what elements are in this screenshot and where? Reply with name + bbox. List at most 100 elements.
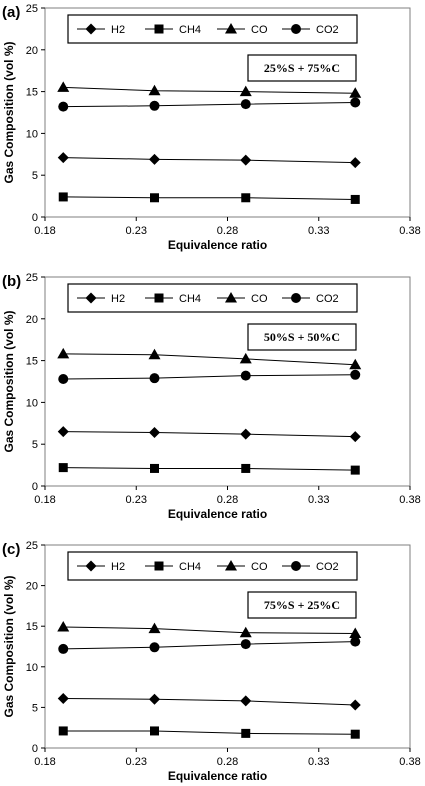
data-point-ch4 xyxy=(350,729,360,739)
series-line-co2 xyxy=(63,374,356,380)
legend-label-co: CO xyxy=(251,561,268,573)
x-tick-label: 0.23 xyxy=(126,225,147,237)
y-tick-label: 0 xyxy=(32,743,38,755)
y-tick-label: 10 xyxy=(26,662,38,674)
data-point-co xyxy=(57,81,70,92)
data-point-ch4 xyxy=(241,463,251,473)
x-tick-label: 0.33 xyxy=(308,494,329,506)
annotation-box xyxy=(247,323,357,351)
data-point-co xyxy=(349,627,362,639)
legend-label-h2: H2 xyxy=(111,561,125,573)
data-point-co xyxy=(148,84,161,96)
y-tick-label: 20 xyxy=(26,45,38,57)
legend-marker-h2 xyxy=(85,560,97,572)
y-tick-label: 0 xyxy=(32,481,38,493)
legend-label-ch4: CH4 xyxy=(179,293,201,305)
series-line-h2 xyxy=(63,431,356,438)
legend-marker-co2 xyxy=(291,293,301,303)
legend-label-h2: H2 xyxy=(111,293,125,305)
legend-marker-ch4 xyxy=(154,293,164,303)
series-line-ch4 xyxy=(63,196,356,200)
data-point-co2 xyxy=(240,99,251,110)
data-point-h2 xyxy=(149,153,160,165)
panel-label: (a) xyxy=(2,4,20,21)
chart-panel-c: (c) 0 5 10 15 20 25 0.18 0.23 0.28 0.33 0.38 Equival… xyxy=(2,540,421,783)
y-tick-label: 5 xyxy=(32,170,38,182)
y-axis-title: Gas Composition (vol %) xyxy=(2,310,16,452)
legend-label-ch4: CH4 xyxy=(179,561,201,573)
y-tick-label: 25 xyxy=(26,540,38,552)
legend-marker-co2 xyxy=(291,561,301,571)
data-point-co xyxy=(148,622,161,634)
data-point-co xyxy=(349,358,362,370)
data-point-co2 xyxy=(350,97,361,108)
series-line-h2 xyxy=(63,697,356,706)
x-tick-label: 0.33 xyxy=(308,225,329,237)
annotation-box xyxy=(247,591,357,619)
x-tick-label: 0.28 xyxy=(217,756,238,768)
legend-marker-co xyxy=(225,23,237,34)
legend-marker-co2 xyxy=(291,24,301,34)
y-tick-label: 20 xyxy=(26,314,38,326)
data-point-co2 xyxy=(149,373,160,384)
data-point-co2 xyxy=(58,101,69,112)
y-tick-label: 25 xyxy=(26,3,38,15)
data-point-h2 xyxy=(349,699,361,711)
legend-label-co: CO xyxy=(251,293,268,305)
y-tick-label: 15 xyxy=(26,356,38,368)
x-axis-title: Equivalence ratio xyxy=(168,769,267,783)
series-line-h2 xyxy=(63,157,356,164)
legend-marker-co xyxy=(225,560,237,571)
legend-label-co2: CO2 xyxy=(316,24,339,36)
data-point-h2 xyxy=(57,426,69,438)
y-axis-title: Gas Composition (vol %) xyxy=(2,575,16,717)
data-point-co2 xyxy=(58,643,69,654)
chart-panel-a: (a) 0 5 10 15 20 25 0.18 0.23 0.28 0.33 0.38 Equival… xyxy=(2,3,421,252)
data-point-co xyxy=(349,87,362,98)
data-point-h2 xyxy=(240,154,252,166)
x-tick-label: 0.23 xyxy=(126,756,147,768)
x-tick-label: 0.18 xyxy=(34,494,55,506)
x-tick-label: 0.28 xyxy=(217,494,238,506)
x-axis-title: Equivalence ratio xyxy=(168,238,267,252)
data-point-ch4 xyxy=(350,465,360,475)
series-line-co xyxy=(63,626,356,635)
data-point-co2 xyxy=(58,373,69,384)
data-point-h2 xyxy=(149,693,160,705)
series-line-ch4 xyxy=(63,467,356,471)
panel-label: (b) xyxy=(2,273,21,290)
data-point-co2 xyxy=(240,370,251,381)
legend-label-h2: H2 xyxy=(111,24,125,36)
legend-marker-ch4 xyxy=(154,561,164,571)
annotation-text: 25%S + 75%C xyxy=(264,61,340,75)
legend-marker-h2 xyxy=(85,292,97,304)
y-tick-label: 15 xyxy=(26,621,38,633)
legend-label-co2: CO2 xyxy=(316,293,339,305)
data-point-co xyxy=(239,626,252,638)
y-axis-title: Gas Composition (vol %) xyxy=(2,41,16,183)
legend-marker-h2 xyxy=(85,23,97,35)
data-point-co xyxy=(148,348,161,360)
annotation-text: 75%S + 25%C xyxy=(264,598,340,612)
y-tick-label: 0 xyxy=(32,212,38,224)
data-point-co xyxy=(239,352,252,364)
data-point-h2 xyxy=(240,695,252,707)
x-tick-label: 0.28 xyxy=(217,225,238,237)
x-tick-label: 0.18 xyxy=(34,756,55,768)
data-point-ch4 xyxy=(150,463,159,473)
series-line-ch4 xyxy=(63,730,356,735)
chart-panel-b: (b) 0 5 10 15 20 25 0.18 0.23 0.28 0.33 0.38 Equival… xyxy=(2,272,421,521)
data-point-co2 xyxy=(149,642,160,653)
x-tick-label: 0.38 xyxy=(399,756,420,768)
series-line-co xyxy=(63,86,356,94)
x-tick-label: 0.38 xyxy=(399,225,420,237)
legend-label-ch4: CH4 xyxy=(179,24,201,36)
x-tick-label: 0.33 xyxy=(308,756,329,768)
legend-label-co2: CO2 xyxy=(316,561,339,573)
y-tick-label: 15 xyxy=(26,87,38,99)
data-point-ch4 xyxy=(241,193,251,203)
x-tick-label: 0.23 xyxy=(126,494,147,506)
x-axis-title: Equivalence ratio xyxy=(168,507,267,521)
data-point-ch4 xyxy=(58,192,68,202)
